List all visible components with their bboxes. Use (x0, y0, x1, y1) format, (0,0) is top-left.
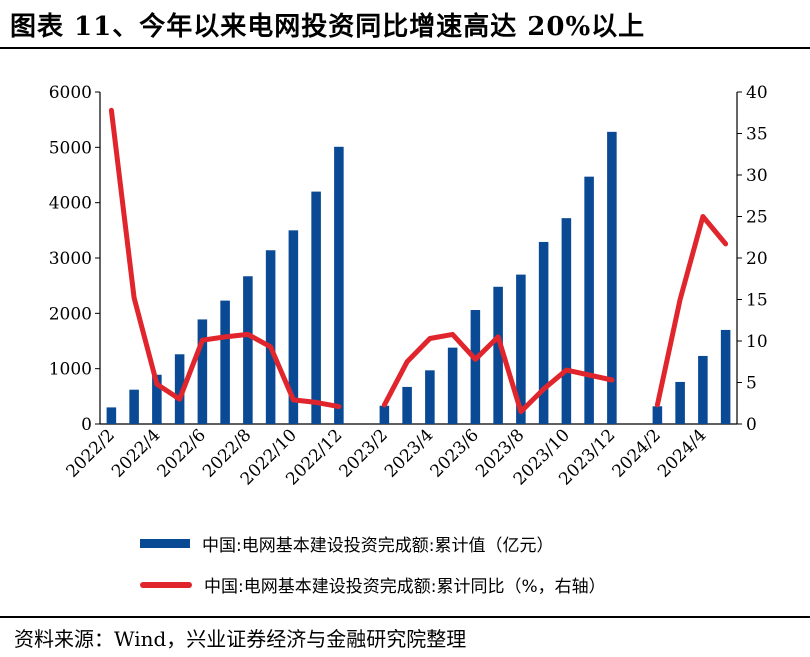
chart: 0 1000 2000 3000 4000 5000 6000 0 5 10 15 20 25 30 35 4… (49, 83, 768, 489)
bar (288, 230, 299, 424)
series-line (108, 107, 342, 410)
bar (152, 374, 162, 424)
title-underline (0, 47, 810, 49)
source-note: 资料来源：Wind，兴业证券经济与金融研究院整理 (14, 627, 467, 651)
bar (584, 176, 594, 424)
bar (129, 389, 139, 424)
bar (675, 381, 685, 424)
x-tick-label: 2024/2 (608, 425, 664, 481)
y-right-tick-label: 40 (746, 83, 768, 103)
bar (243, 276, 253, 424)
y-right-tick-label: 15 (746, 291, 768, 311)
x-tick-label: 2023/2 (335, 425, 391, 481)
source-divider (0, 616, 810, 618)
bar (516, 274, 526, 424)
bar (720, 329, 731, 424)
bar (197, 319, 208, 424)
bar (493, 286, 503, 424)
x-tick-label: 2023/4 (381, 425, 437, 481)
legend-swatch-line (140, 581, 192, 588)
y-left-tick-label: 1000 (49, 360, 92, 380)
y-right-tick-label: 10 (746, 332, 768, 352)
bar (311, 191, 321, 424)
bar (538, 241, 549, 424)
y-right-tick-label: 5 (746, 374, 757, 394)
y-left-tick-label: 2000 (49, 304, 92, 324)
bar (174, 354, 185, 424)
series-line (654, 214, 729, 408)
bar (402, 386, 412, 424)
y-right-tick-label: 20 (746, 249, 768, 269)
bar (652, 406, 663, 424)
bar (425, 370, 435, 424)
x-tick-label: 2023/6 (426, 425, 482, 481)
bar (447, 347, 458, 424)
bar (607, 131, 617, 424)
bar (379, 405, 390, 424)
bar (561, 218, 572, 424)
bar (334, 146, 344, 424)
series-line (381, 331, 615, 415)
legend-item-line: 中国:电网基本建设投资完成额:累计同比（%，右轴） (140, 572, 606, 597)
x-tick-label: 2022/6 (153, 425, 209, 481)
y-left-tick-label: 4000 (49, 194, 92, 214)
y-left-tick-label: 0 (81, 415, 92, 435)
legend-label-line: 中国:电网基本建设投资完成额:累计同比（%，右轴） (204, 577, 606, 597)
x-tick-label: 2024/4 (654, 425, 710, 481)
y-right-tick-label: 30 (746, 166, 768, 186)
bar (698, 355, 708, 424)
y-left-tick-label: 6000 (49, 83, 92, 103)
legend-item-bar: 中国:电网基本建设投资完成额:累计值（亿元） (140, 531, 553, 556)
y-left-tick-label: 3000 (49, 249, 92, 269)
y-right-tick-label: 0 (746, 415, 757, 435)
legend-swatch-bar (140, 539, 190, 548)
x-tick-label: 2022/4 (108, 425, 164, 481)
bar (265, 250, 276, 424)
legend-label-bar: 中国:电网基本建设投资完成额:累计值（亿元） (202, 536, 554, 556)
y-right-tick-label: 25 (746, 208, 768, 228)
chart-title: 图表 11、今年以来电网投资同比增速高达 20%以上 (10, 12, 646, 42)
bar (106, 407, 117, 424)
bar (220, 300, 230, 424)
y-left-tick-label: 5000 (49, 138, 92, 158)
bar (470, 310, 481, 424)
y-right-tick-label: 35 (746, 125, 768, 145)
